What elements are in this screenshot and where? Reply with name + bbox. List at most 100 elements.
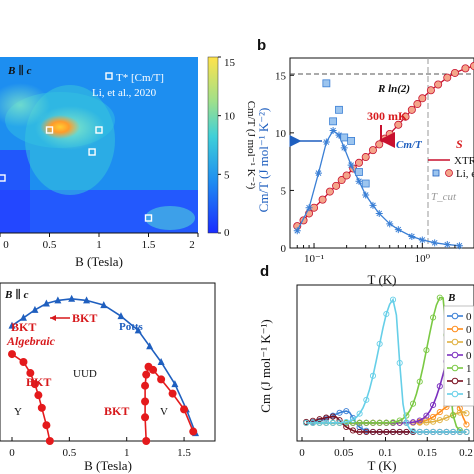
cm-point <box>376 340 383 347</box>
bkt-point <box>180 405 189 414</box>
cm-point <box>430 428 437 435</box>
tstar-marker <box>0 174 6 182</box>
legend-li-square <box>432 169 440 177</box>
s-point <box>332 181 341 190</box>
legend-swatch-marker <box>451 377 459 385</box>
panel-b-series <box>293 62 474 250</box>
cm-point <box>343 418 350 426</box>
panel-c-x-label: B (Tesla) <box>84 458 132 473</box>
panel-d-series <box>303 294 470 435</box>
xtrg-point <box>315 169 323 177</box>
xtrg-point <box>369 201 377 209</box>
cm-point <box>383 310 390 318</box>
bkt-point <box>26 369 35 378</box>
potts-label: Potts <box>119 321 144 333</box>
cm-series-line <box>306 325 468 424</box>
y-tick-label: 5 <box>281 185 287 197</box>
legend-swatch-marker <box>451 364 459 372</box>
s-point <box>385 129 394 138</box>
cm-point <box>403 428 410 435</box>
li-point <box>347 137 356 145</box>
li-point <box>335 105 343 114</box>
cm-point <box>450 428 457 435</box>
s-point <box>434 80 443 89</box>
cm-point <box>389 296 397 303</box>
s-point <box>318 195 327 204</box>
bkt-point <box>141 381 150 390</box>
x-tick-label: 1.5 <box>142 239 156 251</box>
legend-label: 0 <box>466 324 472 336</box>
bkt-point <box>19 358 28 366</box>
legend-swatch-marker <box>451 325 459 333</box>
cm-point <box>369 428 377 435</box>
bkt-top-arrow-label: BKT <box>72 311 97 325</box>
cm-point <box>403 419 410 426</box>
algebraic-label: Algebraic <box>6 334 56 348</box>
legend-swatch-marker <box>451 390 459 398</box>
x-tick-label: 1 <box>96 239 102 251</box>
cm-point <box>349 416 356 423</box>
xtrg-point <box>394 226 402 234</box>
x-tick-label: 10⁻¹ <box>304 253 324 265</box>
x-tick-label: 0 <box>299 447 305 459</box>
potts-point <box>100 301 108 309</box>
s-point <box>461 64 470 73</box>
panel-d: d 0 0.05 0.1 0.15 0.2 Cm (J mol⁻¹ K⁻¹) T (K)… <box>258 263 474 473</box>
arrow-300mk-label: 300 mK <box>367 109 408 123</box>
bkt-left-label: BKT <box>26 375 51 389</box>
panel-a-legend-source: Li, et al., 2020 <box>92 87 157 99</box>
cm-point <box>396 359 403 366</box>
tstar-marker <box>45 126 54 134</box>
bkt-point <box>168 389 177 398</box>
bkt-point <box>157 375 166 384</box>
cm-point <box>336 419 343 426</box>
cm-point <box>416 417 423 424</box>
cm-point <box>456 409 463 416</box>
xtrg-point <box>431 239 439 247</box>
v-phase-label: V <box>160 406 168 418</box>
panel-letter-d: d <box>260 263 269 280</box>
bkt-point <box>45 437 54 445</box>
li-point <box>329 117 337 126</box>
xtrg-point <box>355 177 363 185</box>
cm-point <box>383 419 390 426</box>
bkt-point <box>189 427 198 436</box>
panel-d-x-label: T (K) <box>367 458 396 473</box>
cm-series-line <box>306 297 467 433</box>
cm-point <box>316 416 323 423</box>
cm-point <box>416 378 423 385</box>
panel-b: b R ln(2) 0 5 10 15 10⁻¹ 10⁰ Cm/T (J mol⁻¹ K… <box>256 37 474 287</box>
xtrg-point <box>329 127 337 135</box>
cm-point <box>363 428 370 435</box>
panel-b-y-ticks: 0 5 10 15 <box>275 70 294 255</box>
s-point <box>325 187 334 196</box>
potts-point <box>8 321 16 329</box>
cm-point <box>436 428 443 435</box>
panel-d-y-label: Cm (J mol⁻¹ K⁻¹) <box>258 319 273 412</box>
li-point <box>361 179 370 188</box>
potts-point <box>54 296 62 304</box>
tcut-label: T_cut <box>431 191 457 203</box>
s-point <box>426 86 435 95</box>
cm-point <box>463 410 470 417</box>
bkt-point <box>149 365 158 374</box>
legend-xtrg: XTRG <box>454 155 474 167</box>
cm-point <box>423 428 430 435</box>
panel-b-y-label: Cm/T (J mol⁻¹ K⁻²) <box>256 108 271 213</box>
x-tick-label: 1.5 <box>177 447 191 459</box>
colorbar <box>207 56 219 234</box>
panel-a-x-label: B (Tesla) <box>75 254 123 269</box>
bkt-point <box>42 421 51 430</box>
cm-point <box>336 409 343 416</box>
xtrg-point <box>362 191 370 199</box>
panel-c-x-ticks: 0 0.5 1 1.5 <box>9 437 191 459</box>
xtrg-point <box>340 144 348 152</box>
legend-swatch-marker <box>451 312 459 320</box>
panel-c: 0 0.5 1 1.5 B (Tesla) B ∥ c Potts BKT BKT A… <box>0 282 216 473</box>
s-point <box>407 105 416 114</box>
y-tick-label: 10 <box>275 128 287 140</box>
potts-point <box>157 358 165 365</box>
s-point <box>418 94 427 103</box>
bkt-top-label: BKT <box>11 320 36 334</box>
